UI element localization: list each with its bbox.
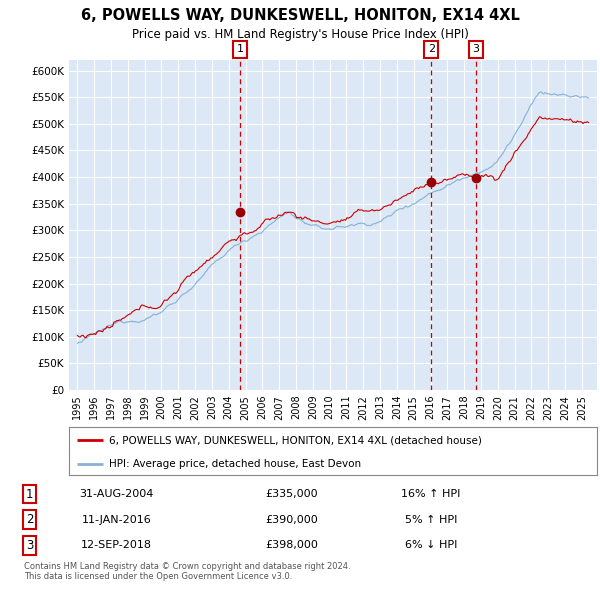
Text: 5% ↑ HPI: 5% ↑ HPI bbox=[405, 514, 457, 525]
Text: £390,000: £390,000 bbox=[265, 514, 318, 525]
Text: Contains HM Land Registry data © Crown copyright and database right 2024.
This d: Contains HM Land Registry data © Crown c… bbox=[24, 562, 350, 581]
Text: 3: 3 bbox=[26, 539, 33, 552]
Text: 2: 2 bbox=[26, 513, 33, 526]
Text: Price paid vs. HM Land Registry's House Price Index (HPI): Price paid vs. HM Land Registry's House … bbox=[131, 28, 469, 41]
Text: 16% ↑ HPI: 16% ↑ HPI bbox=[401, 489, 461, 499]
Text: 6, POWELLS WAY, DUNKESWELL, HONITON, EX14 4XL: 6, POWELLS WAY, DUNKESWELL, HONITON, EX1… bbox=[80, 8, 520, 23]
Text: £335,000: £335,000 bbox=[265, 489, 317, 499]
Text: 6% ↓ HPI: 6% ↓ HPI bbox=[405, 540, 457, 550]
Text: 31-AUG-2004: 31-AUG-2004 bbox=[80, 489, 154, 499]
Text: 6, POWELLS WAY, DUNKESWELL, HONITON, EX14 4XL (detached house): 6, POWELLS WAY, DUNKESWELL, HONITON, EX1… bbox=[109, 435, 481, 445]
Text: 2: 2 bbox=[428, 44, 435, 54]
Text: 1: 1 bbox=[26, 487, 33, 500]
Text: £398,000: £398,000 bbox=[265, 540, 318, 550]
Text: HPI: Average price, detached house, East Devon: HPI: Average price, detached house, East… bbox=[109, 460, 361, 470]
Text: 12-SEP-2018: 12-SEP-2018 bbox=[81, 540, 152, 550]
Text: 3: 3 bbox=[473, 44, 479, 54]
Text: 11-JAN-2016: 11-JAN-2016 bbox=[82, 514, 152, 525]
Text: 1: 1 bbox=[236, 44, 244, 54]
